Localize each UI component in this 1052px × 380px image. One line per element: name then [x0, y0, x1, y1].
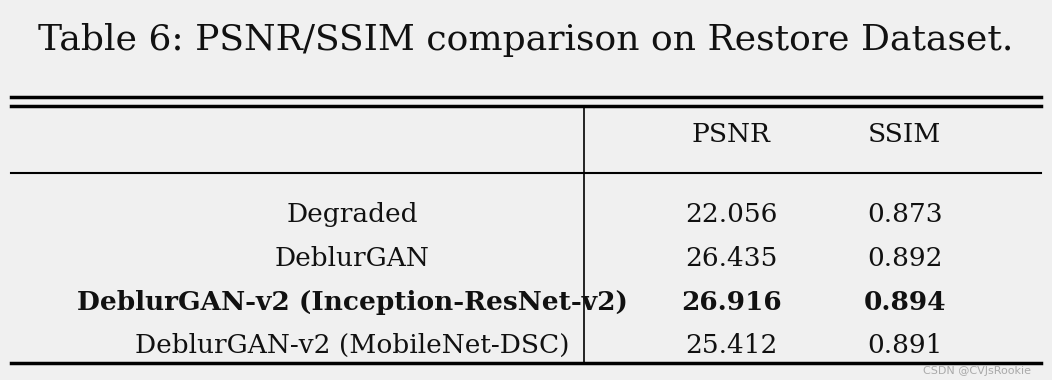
Text: DeblurGAN-v2 (Inception-ResNet-v2): DeblurGAN-v2 (Inception-ResNet-v2)	[77, 290, 628, 315]
Text: 22.056: 22.056	[685, 202, 777, 227]
Text: 26.435: 26.435	[685, 246, 777, 271]
Text: 25.412: 25.412	[685, 333, 777, 358]
Text: SSIM: SSIM	[868, 122, 942, 147]
Text: Degraded: Degraded	[286, 202, 419, 227]
Text: CSDN @CVJsRookie: CSDN @CVJsRookie	[923, 366, 1031, 376]
Text: PSNR: PSNR	[692, 122, 770, 147]
Text: 0.892: 0.892	[867, 246, 943, 271]
Text: 0.891: 0.891	[867, 333, 943, 358]
Text: 26.916: 26.916	[681, 290, 782, 315]
Text: Table 6: PSNR/SSIM comparison on Restore Dataset.: Table 6: PSNR/SSIM comparison on Restore…	[38, 23, 1014, 57]
Text: DeblurGAN: DeblurGAN	[275, 246, 430, 271]
Text: 0.873: 0.873	[867, 202, 943, 227]
Text: DeblurGAN-v2 (MobileNet-DSC): DeblurGAN-v2 (MobileNet-DSC)	[135, 333, 570, 358]
Text: 0.894: 0.894	[864, 290, 946, 315]
